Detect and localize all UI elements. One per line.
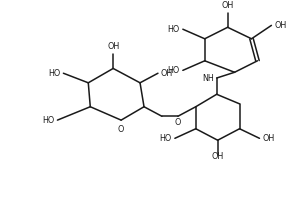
Text: O: O <box>175 118 181 128</box>
Text: HO: HO <box>168 25 180 34</box>
Text: OH: OH <box>263 134 275 143</box>
Text: HO: HO <box>48 69 60 78</box>
Text: O: O <box>118 125 124 134</box>
Text: OH: OH <box>212 152 224 161</box>
Text: OH: OH <box>107 42 119 51</box>
Text: HO: HO <box>160 134 172 143</box>
Text: OH: OH <box>221 1 234 10</box>
Text: NH: NH <box>202 74 214 83</box>
Text: HO: HO <box>168 66 180 75</box>
Text: OH: OH <box>274 21 287 30</box>
Text: OH: OH <box>161 69 173 78</box>
Text: HO: HO <box>42 116 54 125</box>
